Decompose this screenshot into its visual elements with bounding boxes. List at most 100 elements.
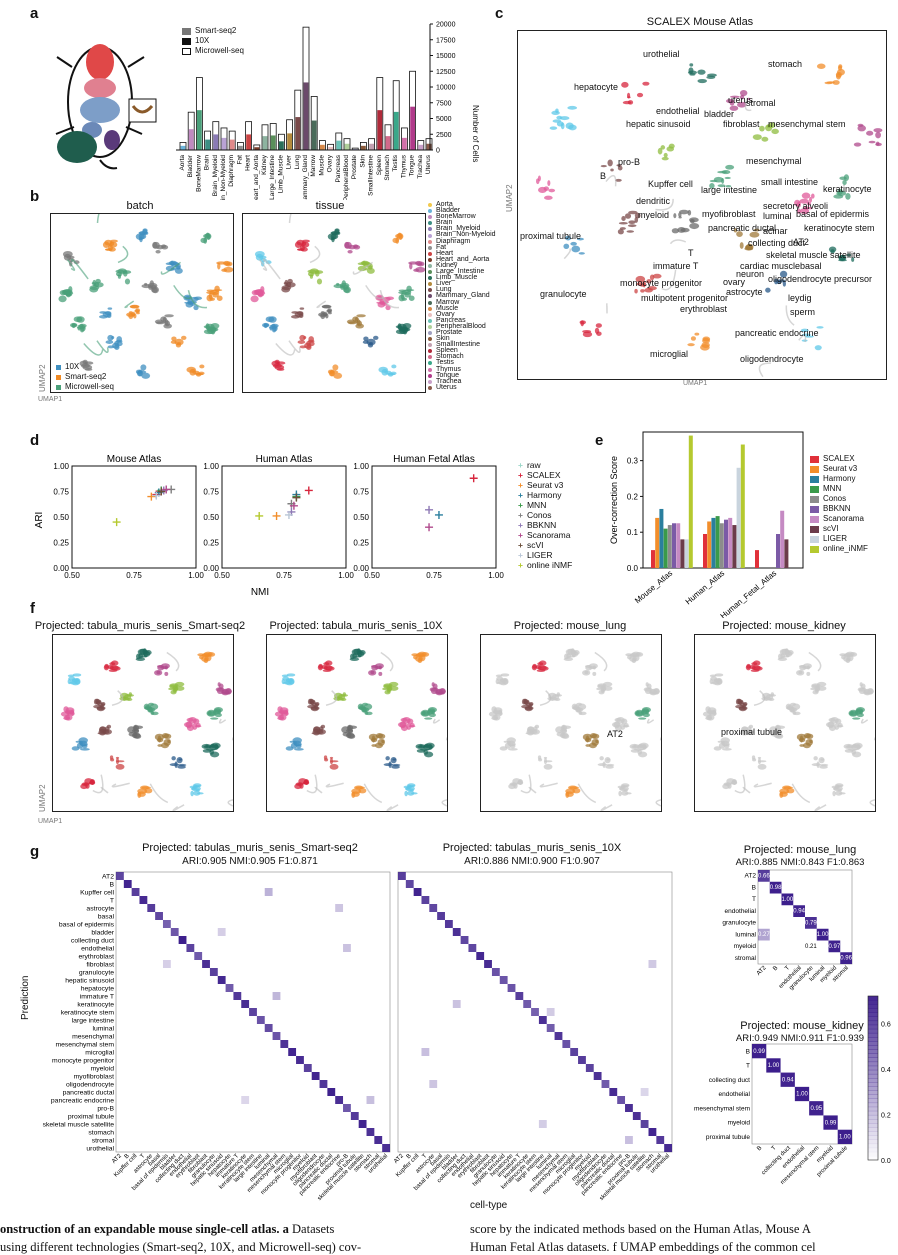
panel-b-ylabel: UMAP2 (38, 364, 47, 392)
bar-fill-liver (287, 133, 292, 150)
d-point (425, 523, 434, 532)
g-row-label: monocyte progenitor (52, 1057, 115, 1064)
colorbar-segment (868, 1135, 878, 1140)
colorbar-segment (868, 1041, 878, 1046)
bar-fill-muscle (320, 144, 325, 150)
umap-point (307, 269, 317, 274)
umap-point (524, 706, 534, 711)
umap-point (296, 744, 302, 749)
colorbar-tick: 0.0 (881, 1158, 891, 1165)
colorbar-segment (868, 1004, 878, 1009)
umap-point (618, 222, 628, 225)
diag-cell (437, 912, 445, 920)
g-col-label: B (406, 1153, 413, 1160)
tick-brain_myeloid: Brain_Myeloid (212, 155, 219, 197)
umap-trajectory (96, 340, 109, 354)
d-point (272, 511, 281, 520)
g-row-label: collecting duct (71, 937, 114, 944)
umap-trajectory (288, 340, 301, 354)
umap-point (407, 790, 415, 796)
umap-point (154, 319, 164, 324)
diag-cell (249, 1008, 257, 1016)
tissue-legend-label: Spleen (436, 347, 458, 355)
e-bar (780, 510, 785, 568)
umap-point (725, 185, 732, 188)
umap-trajectory (785, 305, 795, 326)
diag-cell (327, 1088, 336, 1096)
umap-trajectory (655, 198, 674, 211)
tissue-legend-item: Skin (428, 335, 496, 342)
cluster-label: microglial (650, 349, 689, 359)
umap-point (526, 702, 534, 707)
umap-point (341, 280, 346, 288)
umap-point (637, 744, 647, 751)
umap-point (142, 228, 148, 233)
umap-point (819, 763, 829, 767)
bar-fill-kidney (262, 136, 268, 150)
umap-point (436, 688, 446, 695)
bar-fill-heart_and_aorta (254, 147, 260, 150)
cluster-label: dendritic (636, 196, 671, 206)
umap-point (816, 63, 826, 69)
small-diag-value: 1.00 (796, 1092, 808, 1098)
umap-point (174, 761, 178, 768)
umap-point (702, 336, 711, 342)
diag-cell (656, 1136, 665, 1144)
umap-point (549, 126, 558, 130)
umap-point (843, 652, 854, 658)
d-ytick: 1.00 (353, 462, 369, 471)
umap-trajectory (117, 245, 129, 264)
e-bar (715, 516, 720, 568)
g-m1-metrics: ARI:0.905 NMI:0.905 F1:0.871 (182, 856, 318, 867)
umap-trajectory (814, 804, 827, 811)
umap-point (713, 746, 722, 751)
tissue-swatch (428, 263, 432, 268)
umap-point (640, 289, 645, 293)
umap-point (190, 790, 194, 797)
umap-point (634, 288, 638, 294)
offdiag-cell (241, 1096, 250, 1104)
bar-fill-diaphragm (229, 139, 235, 150)
umap-point (832, 80, 840, 85)
colorbar-segment (868, 1073, 878, 1079)
umap-point (857, 123, 864, 127)
umap-point (744, 246, 754, 251)
e-bar (728, 517, 733, 568)
umap-point (625, 792, 632, 795)
diag-cell (452, 928, 461, 936)
umap-point (403, 330, 407, 335)
g-col-label: T (140, 1153, 147, 1160)
small-diag-cell (809, 1101, 824, 1116)
umap-point (80, 747, 90, 751)
umap-trajectory (263, 258, 281, 280)
umap-point (726, 778, 735, 785)
tissue-swatch (428, 288, 432, 293)
umap-point (73, 316, 83, 323)
batch-legend: 10X Smart-seq2 Microwell-seq (56, 362, 114, 392)
umap-trajectory (520, 774, 532, 794)
legend-smartseq2: Smart-seq2 (195, 26, 237, 35)
diag-cell (570, 1048, 579, 1056)
umap-point (71, 323, 77, 327)
umap-point (765, 287, 771, 293)
tissue-swatch (428, 349, 432, 354)
umap-point (547, 180, 551, 186)
umap-point (796, 669, 805, 676)
colorbar-segment (868, 1086, 878, 1091)
e-ylabel: Over-correction Score (609, 456, 619, 544)
small-col-label: B (756, 1145, 763, 1152)
umap-point (154, 669, 163, 676)
d-legend-item: + LIGER (518, 550, 572, 560)
d-legend-item: + raw (518, 460, 572, 470)
offdiag-cell (421, 1048, 430, 1056)
d-xtick: 0.75 (126, 571, 142, 580)
bar-fill-fat (238, 145, 243, 150)
umap-point (712, 679, 723, 686)
umap-point (194, 724, 202, 728)
umap-point (336, 282, 340, 286)
d-legend-label: online iNMF (526, 560, 573, 570)
tissue-legend-item: Kidney (428, 262, 496, 269)
umap-point (174, 267, 183, 274)
umap-trajectory (661, 269, 677, 291)
umap-point (133, 728, 140, 734)
